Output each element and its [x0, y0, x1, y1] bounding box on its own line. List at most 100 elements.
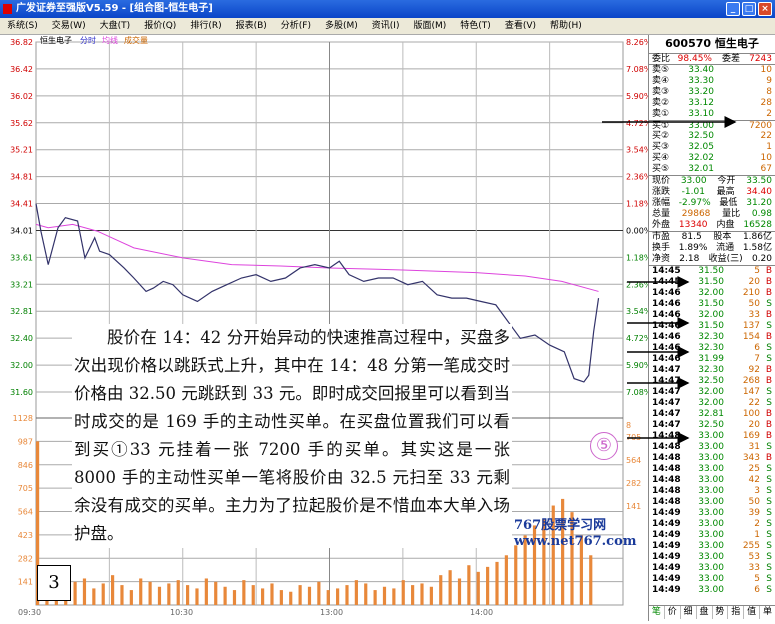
tick-price: 33.00: [698, 541, 724, 551]
tick-row: 14:46 31.50 50 S: [649, 299, 775, 310]
tick-price: 31.50: [698, 321, 724, 331]
menu-item[interactable]: 查看(V): [504, 21, 536, 31]
value: 2.18: [679, 254, 700, 264]
volume-bar: [411, 585, 415, 605]
tick-volume: 50: [748, 299, 760, 309]
tick-volume: 42: [748, 475, 760, 485]
menu-item[interactable]: 资讯(I): [371, 21, 400, 31]
menu-item[interactable]: 多股(M): [325, 21, 358, 31]
menu-item[interactable]: 系统(S): [7, 21, 38, 31]
tick-price: 31.50: [698, 299, 724, 309]
menu-item[interactable]: 版面(M): [413, 21, 447, 31]
menu-item[interactable]: 排行(R): [190, 21, 222, 31]
order-book: 卖⑤ 33.40 10 卖④ 33.30 9 卖③ 33.20 8 卖② 33.12 28 卖① 33.1…: [649, 64, 775, 175]
tick-row: 14:48 33.00 3 S: [649, 486, 775, 497]
tick-price: 33.00: [698, 442, 724, 452]
label: 换手: [652, 243, 671, 253]
tick-price: 33.00: [698, 475, 724, 485]
label: 现价: [652, 176, 671, 186]
volume-bar: [289, 591, 293, 605]
menu-item[interactable]: 帮助(H): [550, 21, 582, 31]
tick-volume: 20: [748, 420, 760, 430]
price-line: [35, 203, 600, 383]
panel-tab[interactable]: 指: [728, 606, 745, 619]
tick-row: 14:47 32.00 22 S: [649, 398, 775, 409]
tick-time: 14:49: [652, 508, 681, 518]
volume-bar: [120, 585, 124, 605]
ask-row: 卖④ 33.30 9: [649, 76, 775, 87]
panel-tab[interactable]: 价: [665, 606, 681, 619]
tick-price: 33.00: [698, 431, 724, 441]
label: 今开: [717, 176, 736, 186]
tick-list[interactable]: 14:45 31.50 5 B 14:45 31.50 20 B 14:46 32.00 210 B 1…: [649, 265, 775, 596]
fund-row: 换手 1.89% 流通 1.58亿: [649, 243, 775, 254]
app-logo-icon: [3, 4, 12, 14]
volume-tick-label: 705: [18, 484, 33, 493]
tick-volume: 92: [748, 365, 760, 375]
volume-bar: [345, 585, 349, 605]
tick-side: S: [766, 442, 772, 452]
panel-tab[interactable]: 单: [760, 606, 775, 619]
tick-price: 33.00: [698, 519, 724, 529]
volume-tick-label-right: 8: [626, 421, 631, 430]
tick-row: 14:45 31.50 5 B: [649, 266, 775, 277]
menu-item[interactable]: 特色(T): [460, 21, 491, 31]
volume-tick-label: 141: [18, 578, 33, 587]
tick-volume: 2: [754, 519, 760, 529]
step-marker: ⑤: [590, 432, 618, 460]
level-volume: 7200: [749, 120, 772, 131]
quote-panel: 600570 恒生电子 委比 98.45% 委差 7243 卖⑤ 33.40 10 卖…: [648, 35, 775, 621]
tick-row: 14:46 31.50 137 S: [649, 321, 775, 332]
panel-tab[interactable]: 笔: [649, 606, 665, 619]
tick-row: 14:49 33.00 39 S: [649, 508, 775, 519]
panel-tab[interactable]: 盘: [697, 606, 713, 619]
minimize-button[interactable]: _: [726, 2, 740, 16]
panel-tab[interactable]: 细: [681, 606, 697, 619]
label: 内盘: [716, 220, 735, 230]
close-button[interactable]: ×: [758, 2, 772, 16]
volume-bar: [242, 580, 246, 605]
level-label: 卖⑤: [652, 65, 670, 75]
level-label: 卖④: [652, 76, 670, 86]
tick-row: 14:47 32.30 92 B: [649, 365, 775, 376]
menu-item[interactable]: 报表(B): [235, 21, 267, 31]
volume-bar: [514, 545, 518, 605]
volume-bar: [82, 578, 87, 605]
tick-row: 14:45 31.50 20 B: [649, 277, 775, 288]
tick-time: 14:46: [652, 332, 681, 342]
volume-bar: [139, 578, 143, 605]
pct-tick-label: 7.08%: [626, 388, 648, 397]
bid-row: 买③ 32.05 1: [649, 142, 775, 153]
menu-item[interactable]: 分析(F): [280, 21, 311, 31]
tick-volume: 7: [754, 354, 760, 364]
volume-bar: [36, 441, 40, 605]
maximize-button[interactable]: □: [742, 2, 756, 16]
quote-row: 涨幅 -2.97% 最低 31.20: [649, 198, 775, 209]
menu-item[interactable]: 报价(Q): [144, 21, 177, 31]
volume-tick-label: 1128: [13, 414, 33, 423]
volume-bar: [532, 525, 537, 605]
tick-row: 14:47 32.50 20 B: [649, 420, 775, 431]
ask-row: 卖② 33.12 28: [649, 98, 775, 109]
tick-price: 32.00: [698, 310, 724, 320]
volume-bar: [401, 580, 405, 605]
label: 市盈: [652, 232, 671, 242]
menu-item[interactable]: 大盘(T): [99, 21, 131, 31]
price-tick-label: 35.21: [10, 146, 33, 155]
panel-tab[interactable]: 势: [713, 606, 729, 619]
price-tick-label: 32.81: [10, 307, 33, 316]
price-tick-label: 33.61: [10, 253, 33, 262]
price-tick-label: 34.81: [10, 173, 33, 182]
tick-volume: 268: [742, 376, 760, 386]
menu-item[interactable]: 交易(W): [51, 21, 86, 31]
volume-bar: [579, 535, 583, 605]
tick-row: 14:46 32.00 210 B: [649, 288, 775, 299]
volume-tick-label: 282: [18, 554, 33, 563]
tick-time: 14:47: [652, 365, 681, 375]
price-tick-label: 34.01: [10, 226, 33, 235]
tick-side: B: [765, 376, 772, 386]
ask-row: 卖⑤ 33.40 10: [649, 65, 775, 76]
value: 1.86亿: [742, 232, 772, 242]
panel-tab[interactable]: 值: [744, 606, 761, 619]
volume-tick-label-right: 564: [626, 456, 641, 465]
